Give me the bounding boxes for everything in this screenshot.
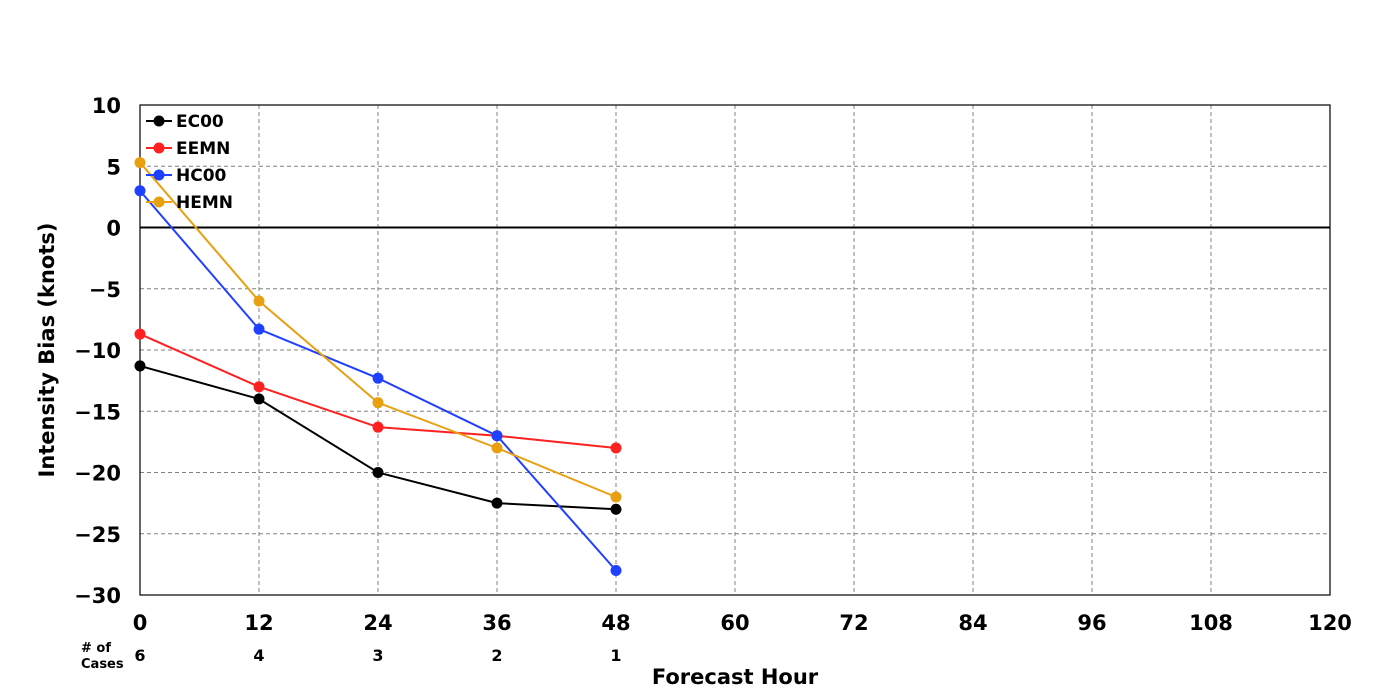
- legend-label: HC00: [176, 166, 227, 186]
- legend-swatch-marker: [153, 115, 165, 127]
- y-tick-label: −10: [74, 339, 121, 363]
- legend-label: EEMN: [176, 139, 230, 159]
- legend-label: EC00: [176, 112, 224, 132]
- y-axis-title: Intensity Bias (knots): [35, 223, 59, 478]
- x-tick-label: 84: [958, 611, 987, 635]
- data-point-hc00: [134, 185, 146, 197]
- y-tick-label: −15: [74, 400, 121, 424]
- series-ec00: [134, 360, 622, 515]
- x-tick-label: 48: [601, 611, 630, 635]
- case-count: 3: [372, 646, 383, 665]
- data-point-hemn: [491, 442, 503, 454]
- x-tick-label: 120: [1308, 611, 1352, 635]
- cases-title-line1: # of: [81, 641, 111, 656]
- data-point-hc00: [610, 565, 622, 576]
- series-hc00: [134, 185, 622, 576]
- data-point-hc00: [491, 430, 503, 442]
- data-point-ec00: [253, 393, 265, 405]
- x-tick-label: 36: [482, 611, 511, 635]
- grid-layer: [140, 105, 1330, 595]
- legend-item-hemn: HEMN: [146, 193, 233, 213]
- data-point-eemn: [610, 442, 622, 454]
- x-tick-label: 0: [133, 611, 148, 635]
- x-axis-title: Forecast Hour: [652, 665, 819, 689]
- data-point-hemn: [253, 295, 265, 307]
- case-count: 6: [134, 646, 145, 665]
- plot-frame: [139, 104, 1331, 596]
- data-point-eemn: [372, 421, 384, 433]
- legend-item-ec00: EC00: [146, 112, 224, 132]
- legend-label: HEMN: [176, 193, 233, 213]
- cases-title-line2: Cases: [81, 657, 124, 672]
- y-tick-label: −5: [89, 278, 121, 302]
- legend-item-eemn: EEMN: [146, 139, 230, 159]
- data-point-ec00: [491, 497, 503, 509]
- series-layer: [134, 157, 622, 576]
- data-point-ec00: [134, 360, 146, 372]
- data-point-eemn: [134, 328, 146, 340]
- data-point-hc00: [253, 323, 265, 335]
- y-tick-label: 0: [106, 217, 121, 241]
- data-point-hemn: [610, 491, 622, 503]
- data-point-hc00: [372, 372, 384, 384]
- y-tick-label: −20: [74, 462, 121, 486]
- data-point-ec00: [372, 467, 384, 478]
- y-tick-label: −30: [74, 584, 121, 608]
- x-tick-label: 72: [839, 611, 868, 635]
- x-tick-label: 12: [244, 611, 273, 635]
- case-count: 1: [610, 646, 621, 665]
- case-count: 4: [253, 646, 264, 665]
- cases-row: 6 4 3 2 1: [134, 646, 621, 665]
- x-tick-label: 108: [1189, 611, 1233, 635]
- legend-swatch-marker: [153, 142, 165, 154]
- legend-swatch-marker: [153, 196, 165, 208]
- legend: EC00 EEMN HC00 HEMN: [146, 112, 233, 213]
- x-tick-label: 24: [363, 611, 392, 635]
- data-point-hemn: [134, 157, 146, 169]
- x-tick-label: 60: [720, 611, 749, 635]
- y-tick-label: 10: [92, 94, 121, 118]
- series-hemn: [134, 157, 622, 503]
- case-count: 2: [491, 646, 502, 665]
- data-point-hemn: [372, 397, 384, 409]
- tick-label-layer: 0 12 24 36 48 60 72 84 96 108 120 10 5 0 −5 −10 −15 −20 −2…: [74, 94, 1352, 635]
- y-tick-label: 5: [106, 155, 121, 179]
- legend-swatch-marker: [153, 169, 165, 181]
- y-tick-label: −25: [74, 523, 121, 547]
- data-point-ec00: [610, 503, 622, 515]
- data-point-eemn: [253, 381, 265, 393]
- legend-item-hc00: HC00: [146, 166, 227, 186]
- x-tick-label: 96: [1077, 611, 1106, 635]
